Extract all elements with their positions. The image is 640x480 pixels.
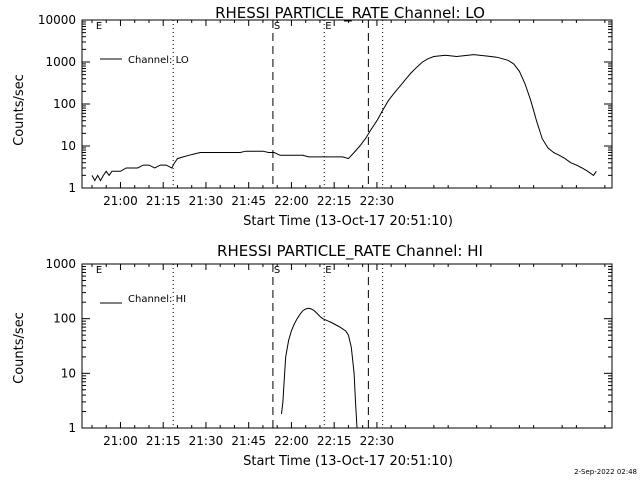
legend-label-hi: Channel: HI [128,294,186,305]
y-axis-label-hi: Counts/sec [12,312,27,384]
x-tick-label: 21:15 [146,434,181,448]
marker-e: E [96,265,102,276]
chart-title-lo: RHESSI PARTICLE_RATE Channel: LO [215,4,485,23]
x-tick-label: 21:00 [103,194,138,208]
marker-s: S [274,21,280,32]
marker-e: E [96,21,102,32]
x-tick-label: 22:15 [317,434,352,448]
x-tick-label: 21:30 [189,434,224,448]
y-tick-label: 100 [53,97,76,111]
y-tick-label: 1 [68,181,76,195]
y-tick-label: 10 [61,139,76,153]
plot-frame [81,19,613,189]
chart-title-hi: RHESSI PARTICLE_RATE Channel: HI [217,242,483,261]
footer-timestamp: 2-Sep-2022 02:48 [574,468,637,476]
y-tick-label: 1000 [45,55,76,69]
marker-s: S [274,265,280,276]
legend-label-lo: Channel: LO [128,55,189,66]
x-axis-label-lo: Start Time (13-Oct-17 20:51:10) [243,214,453,229]
x-axis-label-hi: Start Time (13-Oct-17 20:51:10) [243,454,453,469]
y-axis-label-lo: Counts/sec [12,74,27,146]
y-tick-label: 1000 [45,257,76,271]
y-tick-label: 10 [61,366,76,380]
x-tick-label: 22:30 [360,194,395,208]
plot-frame [81,263,613,429]
panel-lo: RHESSI PARTICLE_RATE Channel: LO Start T… [12,4,613,229]
series-line [281,307,358,429]
marker-e: E [325,265,331,276]
x-tick-label: 21:00 [103,434,138,448]
x-tick-label: 22:30 [360,434,395,448]
y-tick-label: 100 [53,312,76,326]
x-tick-label: 21:30 [189,194,224,208]
x-tick-label: 22:15 [317,194,352,208]
panel-hi: RHESSI PARTICLE_RATE Channel: HI Start T… [12,242,613,469]
x-tick-label: 21:15 [146,194,181,208]
x-tick-label: 21:45 [231,434,266,448]
x-tick-label: 21:45 [231,194,266,208]
series-line [91,54,597,182]
marker-e: E [325,21,331,32]
x-tick-label: 22:00 [274,434,309,448]
y-tick-label: 1 [68,421,76,435]
y-tick-label: 10000 [38,13,76,27]
x-tick-label: 22:00 [274,194,309,208]
